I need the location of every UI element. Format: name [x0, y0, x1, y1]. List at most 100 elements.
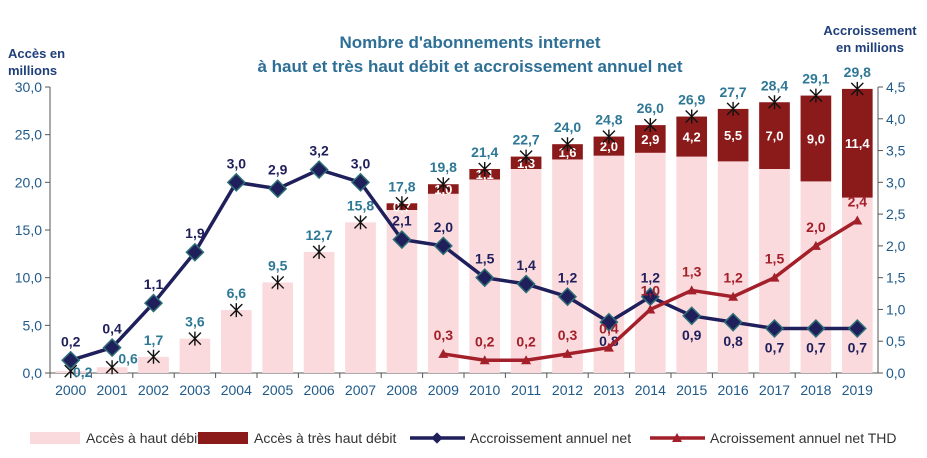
total-label: 0,2 — [73, 364, 93, 380]
y2-tick-label: 1,0 — [886, 301, 906, 317]
total-label: 15,8 — [347, 197, 374, 213]
bar-thd-label: 4,2 — [683, 130, 701, 145]
total-marker — [478, 161, 492, 176]
line-point-triangle — [479, 355, 490, 365]
total-label: 3,6 — [185, 314, 205, 330]
y2-tick-label: 4,0 — [886, 111, 906, 127]
line-point-triangle — [645, 304, 656, 314]
line-point-diamond — [226, 172, 246, 192]
total-label: 22,7 — [512, 132, 539, 148]
line-data-label: 1,5 — [765, 251, 785, 267]
legend-label: Acroissement annuel net THD — [710, 430, 897, 446]
x-tick-label: 2005 — [262, 382, 293, 398]
total-marker — [147, 349, 160, 364]
line-point-triangle — [438, 348, 449, 358]
line-point-diamond — [806, 318, 826, 339]
line-point-diamond — [557, 287, 578, 307]
bar-tres-haut-debit — [552, 144, 583, 160]
line-data-label: 2,0 — [434, 219, 454, 235]
line-data-label: 0,2 — [475, 333, 495, 349]
total-marker — [188, 331, 202, 346]
x-tick-label: 2018 — [800, 382, 831, 398]
legend-label: Accès à haut débit — [86, 430, 201, 446]
total-marker — [602, 129, 616, 144]
bar-haut-debit — [220, 310, 252, 373]
line-point-diamond — [61, 350, 81, 370]
line-point-diamond — [682, 306, 702, 326]
line-point-triangle — [852, 215, 863, 225]
total-label: 27,7 — [719, 84, 746, 100]
line-point-diamond — [516, 274, 536, 294]
line-point-diamond — [350, 172, 371, 192]
line-point-diamond — [433, 236, 453, 256]
total-marker — [768, 95, 781, 110]
line-point-triangle — [810, 240, 821, 250]
bar-tres-haut-debit — [800, 95, 832, 182]
line-point-diamond — [102, 338, 122, 358]
total-label: 0,6 — [118, 350, 138, 366]
chart-title: Nombre d'abonnements internet — [340, 33, 601, 52]
x-tick-label: 2002 — [138, 382, 169, 398]
legend-swatch — [198, 432, 248, 444]
bar-haut-debit — [262, 282, 294, 373]
y-tick-label: 5,0 — [23, 317, 43, 333]
total-label: 19,8 — [430, 159, 457, 175]
line-point-triangle — [769, 272, 780, 282]
bar-haut-debit — [386, 203, 418, 373]
x-tick-label: 2006 — [304, 382, 335, 398]
legend-swatch — [30, 432, 80, 444]
line-point-triangle — [521, 355, 532, 365]
y-axis-label: millions — [8, 63, 57, 78]
line-data-label: 0,4 — [102, 321, 122, 337]
x-tick-label: 2016 — [718, 382, 749, 398]
line-point-triangle — [686, 285, 697, 295]
y2-tick-label: 2,0 — [886, 238, 906, 254]
total-label: 9,5 — [268, 257, 288, 273]
total-marker — [229, 303, 243, 318]
y2-axis-label: Accroissement — [823, 23, 917, 38]
line-data-label: 0,2 — [61, 333, 81, 349]
x-tick-label: 2017 — [759, 382, 790, 398]
x-tick-label: 2015 — [676, 382, 707, 398]
total-label: 24,8 — [595, 112, 622, 128]
x-tick-label: 2012 — [552, 382, 583, 398]
line-data-label: 3,0 — [351, 155, 371, 171]
line-point-diamond — [764, 318, 785, 339]
total-marker — [395, 196, 409, 211]
bar-thd-label: 11,4 — [845, 136, 870, 151]
x-tick-label: 2007 — [345, 382, 376, 398]
line-data-label: 3,0 — [227, 155, 247, 171]
total-label: 1,7 — [144, 332, 164, 348]
total-label: 17,8 — [388, 178, 415, 194]
line-point-diamond — [309, 160, 329, 180]
y2-tick-label: 3,0 — [886, 174, 906, 190]
line-data-label: 0,2 — [516, 333, 536, 349]
total-label: 24,0 — [554, 119, 581, 135]
y2-axis-label: en millions — [836, 40, 904, 55]
total-marker — [436, 177, 450, 192]
bar-haut-debit — [676, 116, 708, 373]
bar-tres-haut-debit — [841, 88, 873, 198]
line-point-diamond — [268, 179, 288, 199]
line-point-triangle — [728, 291, 739, 301]
y-tick-label: 10,0 — [15, 270, 42, 286]
total-marker — [685, 109, 699, 124]
y-axis-label: Accès en — [8, 46, 65, 61]
total-marker — [271, 275, 285, 290]
line-data-label: 0,7 — [848, 340, 868, 356]
line-data-label: 0,7 — [806, 340, 826, 356]
y-tick-label: 15,0 — [15, 222, 42, 238]
legend-label: Accès à très haut débit — [254, 430, 397, 446]
bar-thd-label: 2,9 — [641, 132, 659, 147]
bar-haut-debit — [593, 136, 625, 373]
x-tick-label: 2010 — [469, 382, 500, 398]
total-label: 26,9 — [678, 92, 705, 108]
total-label: 21,4 — [471, 144, 498, 160]
bar-thd-label: 2,0 — [600, 139, 618, 154]
line-data-label: 2,9 — [268, 162, 288, 178]
line-point-diamond — [392, 229, 412, 250]
y2-tick-label: 0,5 — [886, 333, 906, 349]
line-data-label: 2,0 — [806, 219, 826, 235]
total-marker — [561, 137, 574, 152]
